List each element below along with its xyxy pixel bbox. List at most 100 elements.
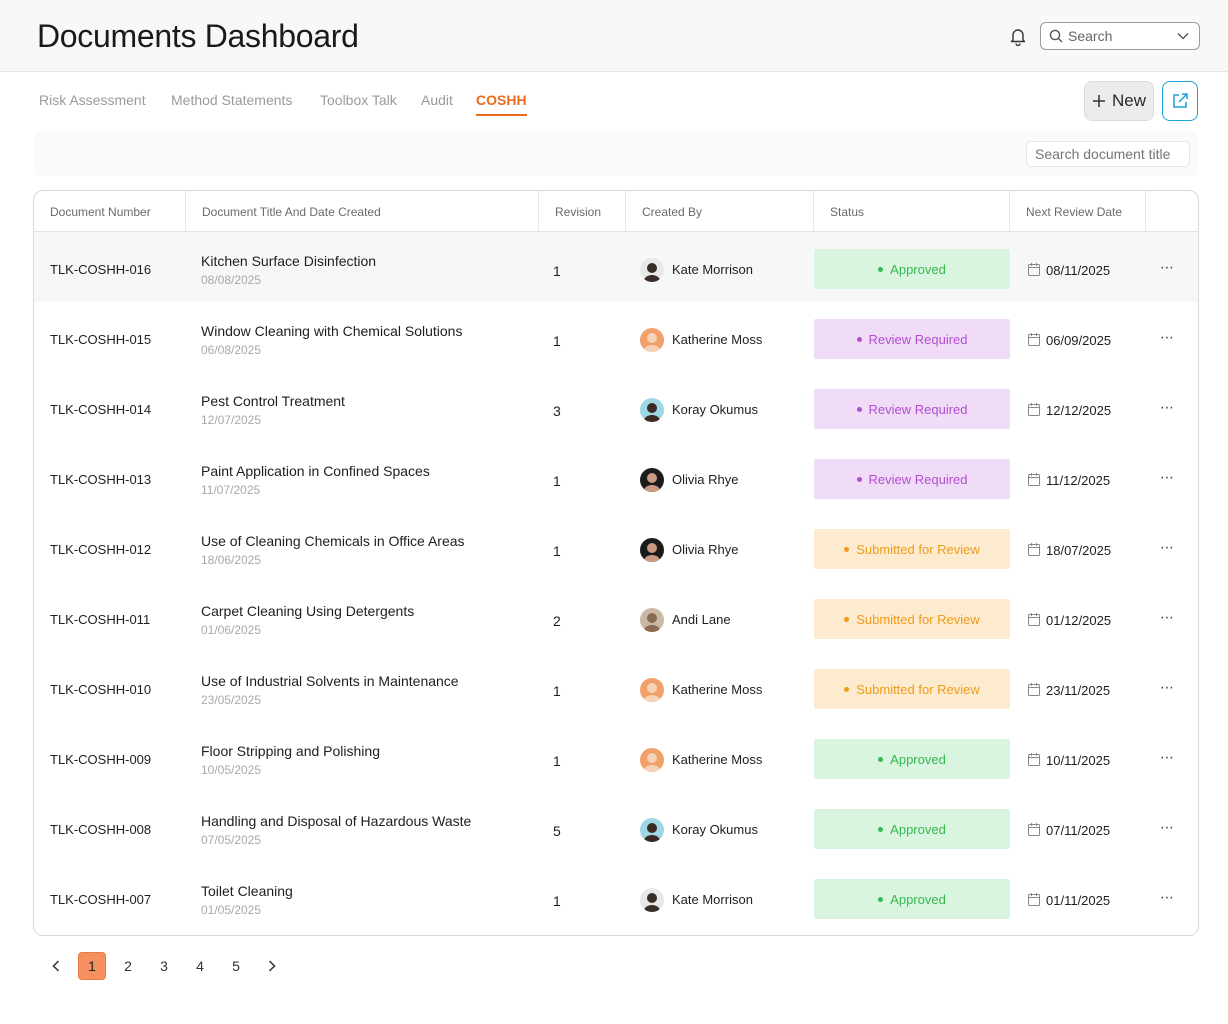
document-number[interactable]: TLK-COSHH-008	[50, 822, 152, 837]
table-row[interactable]: TLK-COSHH-014 Pest Control Treatment 12/07…	[34, 372, 1198, 442]
page-2-button[interactable]: 2	[124, 958, 132, 974]
table-row[interactable]: TLK-COSHH-016 Kitchen Surface Disinfectio…	[34, 232, 1198, 302]
status-label: Review Required	[868, 331, 968, 347]
col-status[interactable]: Status	[813, 191, 1010, 232]
next-review-date: 10/11/2025	[1046, 753, 1111, 768]
next-review-date: 11/12/2025	[1046, 473, 1111, 488]
document-number[interactable]: TLK-COSHH-011	[50, 612, 151, 627]
avatar	[640, 328, 664, 352]
status-badge: Approved	[814, 879, 1010, 919]
date-created: 06/08/2025	[201, 343, 262, 357]
table-row[interactable]: TLK-COSHH-008 Handling and Disposal of Ha…	[34, 792, 1198, 862]
bell-icon[interactable]	[1008, 26, 1028, 46]
more-actions-button[interactable]: ⋯	[1160, 539, 1175, 555]
created-by-name: Kate Morrison	[672, 262, 753, 277]
more-actions-button[interactable]: ⋯	[1160, 889, 1175, 905]
page-1-button[interactable]: 1	[78, 952, 106, 980]
more-actions-button[interactable]: ⋯	[1160, 399, 1175, 415]
document-title[interactable]: Use of Cleaning Chemicals in Office Area…	[201, 533, 465, 549]
avatar	[640, 888, 664, 912]
revision-number: 2	[553, 613, 561, 629]
calendar-icon	[1028, 613, 1040, 626]
document-title[interactable]: Carpet Cleaning Using Detergents	[201, 603, 415, 619]
chevron-right-icon	[268, 960, 276, 972]
documents-table: Document Number Document Title And Date …	[33, 190, 1199, 936]
more-actions-button[interactable]: ⋯	[1160, 819, 1175, 835]
revision-number: 1	[553, 333, 561, 349]
more-actions-button[interactable]: ⋯	[1160, 679, 1175, 695]
created-by-name: Koray Okumus	[672, 402, 758, 417]
tab-method-statements[interactable]: Method Statements	[171, 92, 293, 108]
revision-number: 5	[553, 823, 561, 839]
col-next-review-date[interactable]: Next Review Date	[1009, 191, 1146, 232]
document-title[interactable]: Toilet Cleaning	[201, 883, 293, 899]
more-actions-button[interactable]: ⋯	[1160, 329, 1175, 345]
status-badge: Review Required	[814, 459, 1010, 499]
document-number[interactable]: TLK-COSHH-012	[50, 542, 152, 557]
table-row[interactable]: TLK-COSHH-013 Paint Application in Confin…	[34, 442, 1198, 512]
status-badge: Approved	[814, 809, 1010, 849]
tab-toolbox-talk[interactable]: Toolbox Talk	[320, 92, 397, 108]
table-row[interactable]: TLK-COSHH-012 Use of Cleaning Chemicals i…	[34, 512, 1198, 582]
document-title[interactable]: Kitchen Surface Disinfection	[201, 253, 377, 269]
date-created: 12/07/2025	[201, 413, 262, 427]
col-actions	[1145, 191, 1198, 232]
table-row[interactable]: TLK-COSHH-010 Use of Industrial Solvents …	[34, 652, 1198, 722]
avatar	[640, 538, 664, 562]
col-created-by[interactable]: Created By	[625, 191, 813, 232]
col-revision[interactable]: Revision	[538, 191, 626, 232]
table-row[interactable]: TLK-COSHH-007 Toilet Cleaning 01/05/2025 1 K…	[34, 862, 1198, 932]
calendar-icon	[1028, 893, 1040, 906]
table-row[interactable]: TLK-COSHH-011 Carpet Cleaning Using Deter…	[34, 582, 1198, 652]
more-actions-button[interactable]: ⋯	[1160, 609, 1175, 625]
document-title[interactable]: Paint Application in Confined Spaces	[201, 463, 430, 479]
next-review-date: 18/07/2025	[1046, 543, 1112, 558]
date-created: 10/05/2025	[201, 763, 262, 777]
revision-number: 1	[553, 263, 561, 279]
table-row[interactable]: TLK-COSHH-015 Window Cleaning with Chemic…	[34, 302, 1198, 372]
document-number[interactable]: TLK-COSHH-007	[50, 892, 152, 907]
document-title[interactable]: Window Cleaning with Chemical Solutions	[201, 323, 463, 339]
document-number[interactable]: TLK-COSHH-015	[50, 332, 152, 347]
status-dot	[878, 756, 884, 762]
created-by-name: Olivia Rhye	[672, 472, 739, 487]
more-actions-button[interactable]: ⋯	[1160, 469, 1175, 485]
tab-audit[interactable]: Audit	[421, 92, 453, 108]
document-number[interactable]: TLK-COSHH-009	[50, 752, 152, 767]
document-title[interactable]: Pest Control Treatment	[201, 393, 345, 409]
revision-number: 1	[553, 753, 561, 769]
document-number[interactable]: TLK-COSHH-010	[50, 682, 152, 697]
new-button-label: New	[1111, 91, 1146, 110]
top-header: Documents Dashboard Search	[0, 0, 1228, 72]
document-number[interactable]: TLK-COSHH-014	[50, 402, 152, 417]
page-5-button[interactable]: 5	[232, 958, 240, 974]
next-page-button[interactable]	[258, 952, 286, 980]
col-document-number[interactable]: Document Number	[50, 204, 151, 219]
calendar-icon	[1028, 543, 1040, 556]
tab-coshh[interactable]: COSHH	[476, 92, 527, 116]
status-label: Approved	[890, 751, 946, 767]
document-number[interactable]: TLK-COSHH-016	[50, 262, 152, 277]
status-dot	[856, 476, 862, 482]
page-title: Documents Dashboard	[37, 18, 359, 54]
document-number[interactable]: TLK-COSHH-013	[50, 472, 152, 487]
status-badge: Review Required	[814, 389, 1010, 429]
page-4-button[interactable]: 4	[196, 958, 204, 974]
document-title[interactable]: Handling and Disposal of Hazardous Waste	[201, 813, 472, 829]
prev-page-button[interactable]	[42, 952, 70, 980]
status-badge: Review Required	[814, 319, 1010, 359]
table-header: Document Number Document Title And Date …	[34, 191, 1198, 232]
document-title-search-input[interactable]	[1026, 141, 1190, 167]
header-search[interactable]: Search	[1040, 22, 1200, 50]
col-document-title[interactable]: Document Title And Date Created	[185, 191, 538, 232]
table-row[interactable]: TLK-COSHH-009 Floor Stripping and Polishi…	[34, 722, 1198, 792]
next-review-date: 08/11/2025	[1046, 263, 1111, 278]
export-button[interactable]	[1162, 81, 1198, 121]
page-3-button[interactable]: 3	[160, 958, 168, 974]
more-actions-button[interactable]: ⋯	[1160, 259, 1175, 275]
tab-risk-assessment[interactable]: Risk Assessment	[39, 92, 146, 108]
more-actions-button[interactable]: ⋯	[1160, 749, 1175, 765]
document-title[interactable]: Floor Stripping and Polishing	[201, 743, 380, 759]
new-button[interactable]: New	[1084, 81, 1154, 121]
document-title[interactable]: Use of Industrial Solvents in Maintenanc…	[201, 673, 459, 689]
